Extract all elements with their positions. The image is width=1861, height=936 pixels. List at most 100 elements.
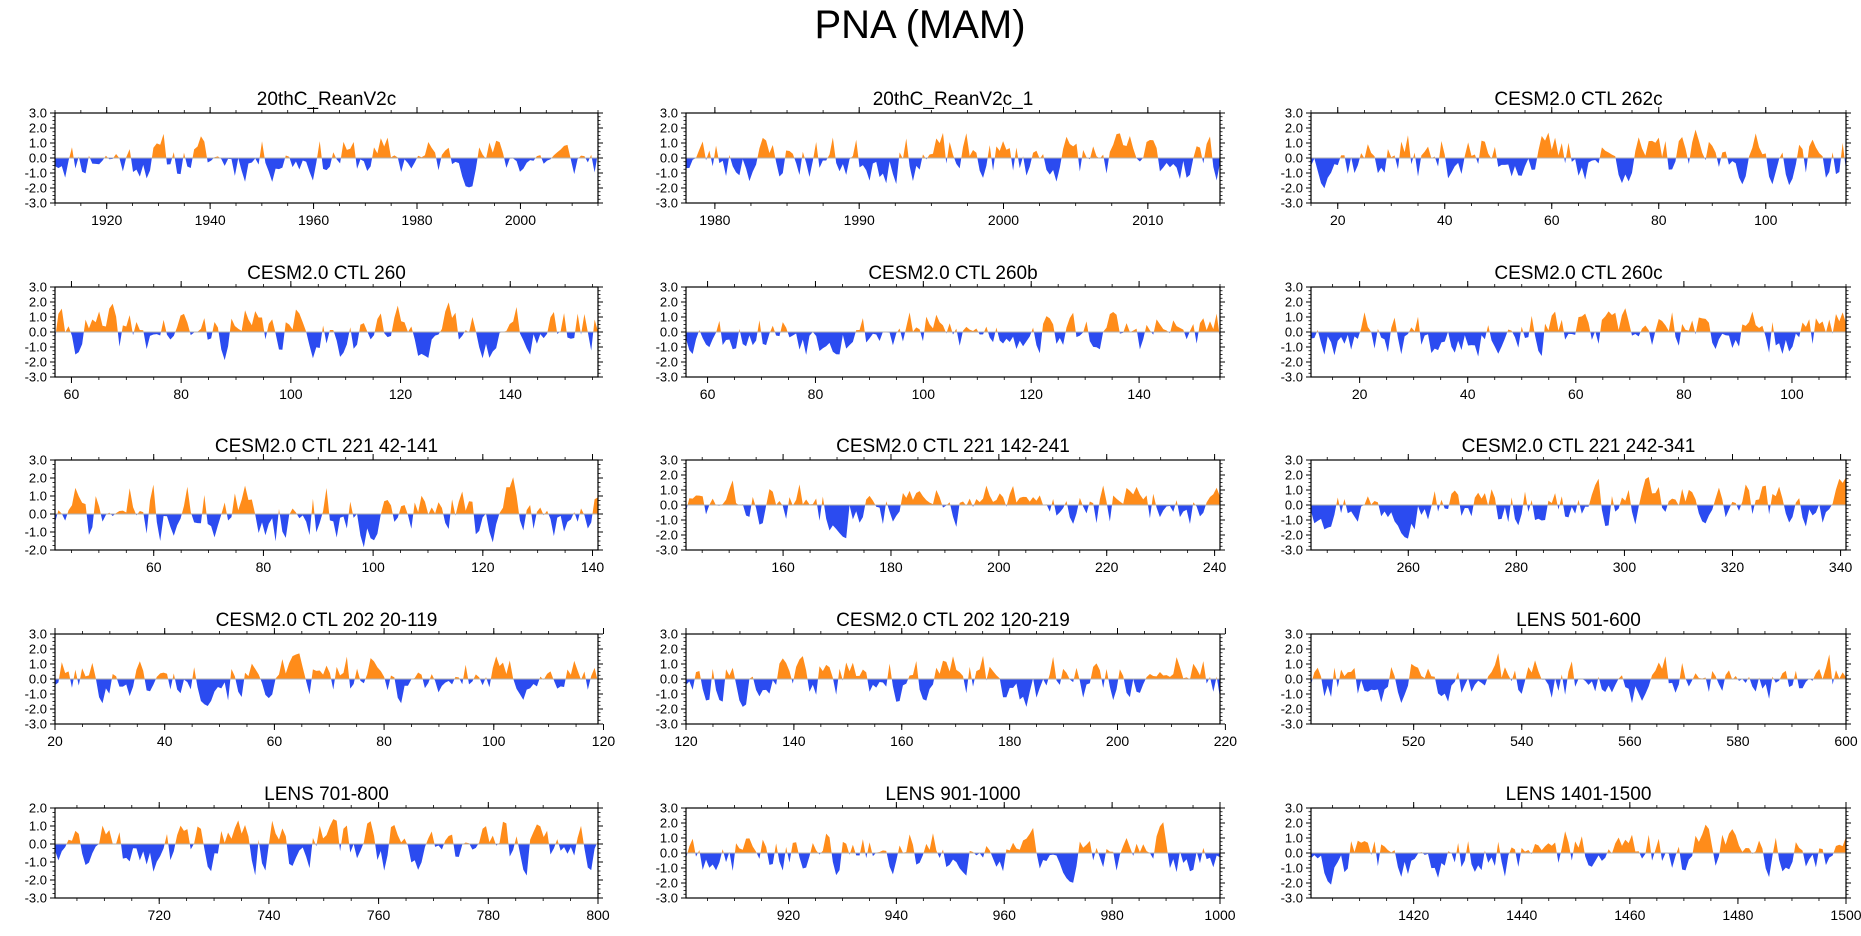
- xtick-label: 60: [700, 386, 716, 402]
- negative-area: [686, 679, 1220, 707]
- xtick-label: 180: [998, 733, 1022, 749]
- xtick-label: 120: [389, 386, 413, 402]
- xtick-label: 960: [993, 907, 1017, 923]
- ytick-label: -2.0: [656, 702, 678, 717]
- ytick-label: 1.0: [29, 657, 47, 672]
- xtick-label: 340: [1829, 559, 1853, 575]
- xtick-label: 320: [1721, 559, 1745, 575]
- ytick-label: 0.0: [1285, 325, 1303, 340]
- panel-title: CESM2.0 CTL 221 142-241: [836, 436, 1070, 457]
- xtick-label: 760: [367, 907, 391, 923]
- ytick-label: 3.0: [660, 106, 678, 121]
- xtick-label: 540: [1510, 733, 1534, 749]
- positive-area: [66, 819, 599, 844]
- positive-area: [57, 477, 598, 514]
- ytick-label: -3.0: [656, 543, 678, 558]
- ytick-label: 0.0: [29, 672, 47, 687]
- xtick-label: 40: [157, 733, 173, 749]
- negative-area: [686, 853, 1220, 883]
- xtick-label: 140: [581, 559, 605, 575]
- ytick-label: 2.0: [29, 471, 47, 486]
- ytick-label: 1.0: [29, 819, 47, 834]
- ytick-label: -2.0: [1281, 528, 1303, 543]
- ytick-label: -3.0: [1281, 543, 1303, 558]
- ytick-label: 1.0: [660, 657, 678, 672]
- xtick-label: 100: [1780, 386, 1804, 402]
- ytick-label: 0.0: [29, 325, 47, 340]
- xtick-label: 200: [1106, 733, 1130, 749]
- panel-title: 20thC_ReanV2c: [257, 89, 396, 110]
- xtick-label: 240: [1203, 559, 1227, 575]
- panel-title: CESM2.0 CTL 221 42-141: [215, 436, 438, 457]
- ytick-label: 1.0: [660, 483, 678, 498]
- xtick-label: 60: [146, 559, 162, 575]
- panel-4: CESM2.0 CTL 260b 3.02.01.00.0-1.0-2.0-3.0…: [656, 263, 1225, 402]
- positive-area: [687, 480, 1220, 505]
- xtick-label: 200: [987, 559, 1011, 575]
- panel-0: 20thC_ReanV2c 3.02.01.00.0-1.0-2.0-3.0 192…: [25, 89, 603, 228]
- ytick-label: 0.0: [1285, 498, 1303, 513]
- xtick-label: 80: [1676, 386, 1692, 402]
- ytick-label: -1.0: [25, 525, 47, 540]
- ytick-label: -2.0: [656, 181, 678, 196]
- xtick-label: 20: [47, 733, 63, 749]
- xtick-label: 60: [267, 733, 283, 749]
- ytick-label: 1.0: [1285, 310, 1303, 325]
- ytick-label: 0.0: [660, 846, 678, 861]
- negative-area: [55, 332, 594, 361]
- ytick-label: 3.0: [1285, 106, 1303, 121]
- ytick-label: 1.0: [660, 136, 678, 151]
- ytick-label: 3.0: [1285, 801, 1303, 816]
- ytick-label: 3.0: [660, 627, 678, 642]
- ytick-label: -1.0: [25, 340, 47, 355]
- xtick-label: 920: [777, 907, 801, 923]
- xtick-label: 780: [477, 907, 501, 923]
- ytick-label: 0.0: [660, 498, 678, 513]
- xtick-label: 140: [782, 733, 806, 749]
- xtick-label: 140: [499, 386, 523, 402]
- ytick-label: 0.0: [660, 325, 678, 340]
- xtick-label: 280: [1505, 559, 1529, 575]
- ytick-label: 1.0: [1285, 657, 1303, 672]
- ytick-label: -3.0: [25, 196, 47, 211]
- negative-area: [1311, 332, 1833, 357]
- panel-title: 20thC_ReanV2c_1: [873, 89, 1034, 110]
- ytick-label: 0.0: [29, 837, 47, 852]
- xtick-label: 120: [471, 559, 495, 575]
- xtick-label: 120: [674, 733, 698, 749]
- positive-area: [1349, 824, 1846, 853]
- positive-area: [1312, 653, 1846, 679]
- ytick-label: 1.0: [1285, 483, 1303, 498]
- xtick-label: 80: [173, 386, 189, 402]
- xtick-label: 40: [1460, 386, 1476, 402]
- panel-11: LENS 501-600 3.02.01.00.0-1.0-2.0-3.0 520 5…: [1281, 610, 1858, 749]
- ytick-label: -1.0: [1281, 340, 1303, 355]
- positive-area: [1336, 476, 1846, 505]
- xtick-label: 1440: [1506, 907, 1537, 923]
- ytick-label: 3.0: [29, 106, 47, 121]
- positive-area: [56, 302, 598, 332]
- ytick-label: 1.0: [1285, 831, 1303, 846]
- panel-9: CESM2.0 CTL 202 20-119 3.02.01.00.0-1.0-2…: [25, 610, 616, 749]
- xtick-label: 100: [1754, 212, 1778, 228]
- xtick-label: 140: [1127, 386, 1151, 402]
- xtick-label: 720: [148, 907, 172, 923]
- panel-title: CESM2.0 CTL 260c: [1494, 263, 1662, 284]
- ytick-label: 2.0: [660, 816, 678, 831]
- xtick-label: 100: [361, 559, 385, 575]
- ytick-label: 0.0: [1285, 151, 1303, 166]
- xtick-label: 220: [1214, 733, 1238, 749]
- ytick-label: 1.0: [29, 136, 47, 151]
- xtick-label: 100: [482, 733, 506, 749]
- ytick-label: -3.0: [656, 196, 678, 211]
- panel-12: LENS 701-800 2.0 1.0 0.0 -1.0 -2.0 -3.0 720 740 7…: [25, 784, 610, 923]
- ytick-label: 2.0: [1285, 121, 1303, 136]
- panel-title: CESM2.0 CTL 202 120-219: [836, 610, 1070, 631]
- ytick-label: -2.0: [25, 181, 47, 196]
- ytick-label: -1.0: [656, 513, 678, 528]
- xtick-label: 80: [808, 386, 824, 402]
- xtick-label: 2000: [505, 212, 536, 228]
- xtick-label: 1480: [1722, 907, 1753, 923]
- ytick-label: 0.0: [660, 672, 678, 687]
- ytick-label: 2.0: [29, 121, 47, 136]
